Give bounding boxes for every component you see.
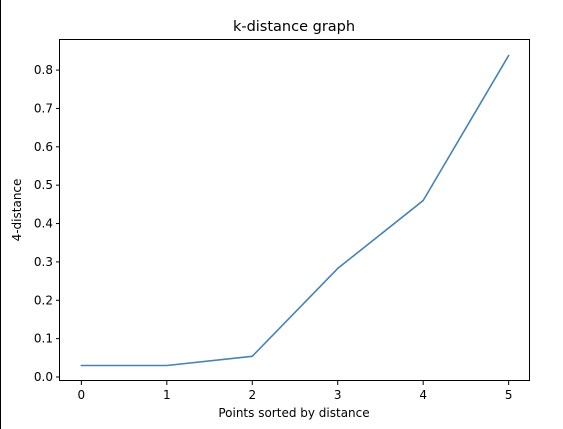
x-axis-label: Points sorted by distance [218, 406, 369, 420]
y-tick-label: 0.1 [34, 332, 53, 346]
y-tick-label: 0.7 [34, 101, 53, 115]
y-tick-label: 0.2 [34, 293, 53, 307]
x-axis-ticks: 0 1 2 3 4 5 [78, 381, 513, 402]
y-tick-label: 0.4 [34, 217, 53, 231]
x-tick-label: 4 [419, 388, 427, 402]
y-tick-label: 0.0 [34, 370, 53, 384]
data-series [80, 54, 510, 367]
y-tick-label: 0.3 [34, 255, 53, 269]
y-axis-label: 4-distance [10, 179, 24, 242]
y-tick-label: 0.6 [34, 140, 53, 154]
x-tick-label: 1 [163, 388, 171, 402]
y-tick-label: 0.8 [34, 63, 53, 77]
x-tick-label: 2 [248, 388, 256, 402]
series-line [80, 54, 510, 367]
chart-title: k-distance graph [233, 19, 355, 35]
x-tick-label: 3 [334, 388, 342, 402]
y-tick-label: 0.5 [34, 178, 53, 192]
plot-area [59, 39, 530, 381]
x-tick-label: 5 [505, 388, 513, 402]
x-tick-label: 0 [78, 388, 86, 402]
y-axis-ticks: 0.0 0.1 0.2 0.3 0.4 0.5 0.6 0.7 0.8 [34, 63, 60, 384]
left-border-line [0, 0, 1, 429]
